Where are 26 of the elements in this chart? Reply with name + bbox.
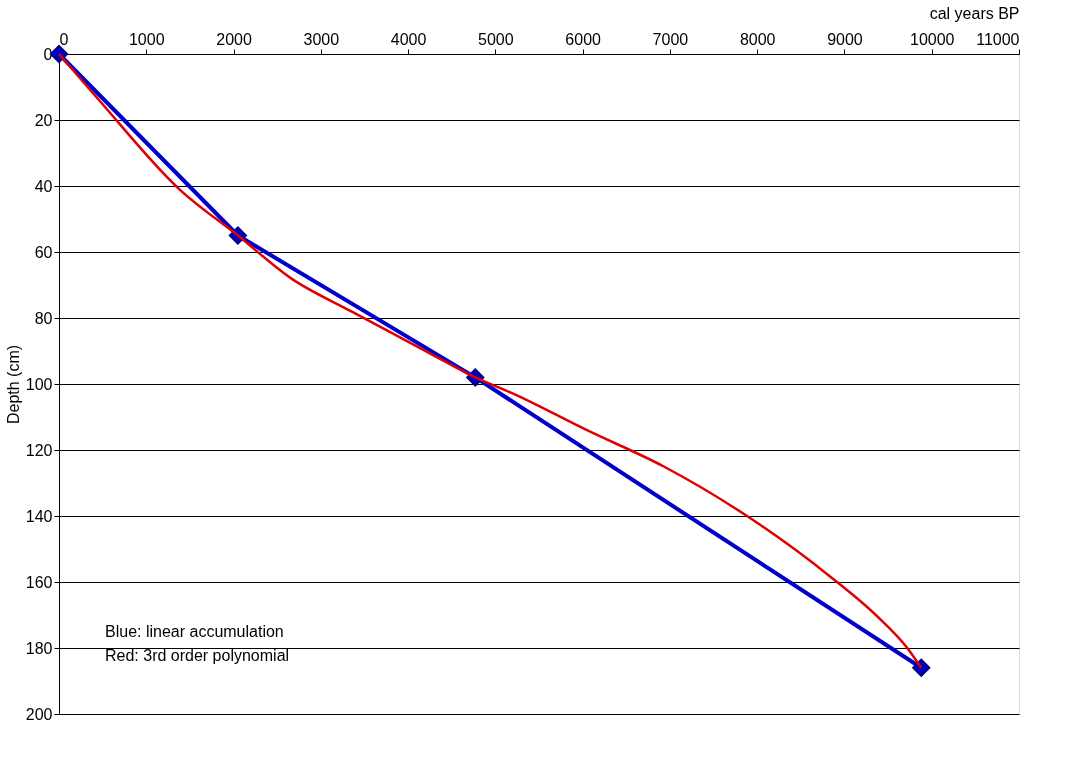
- x-tick-label: 7000: [652, 30, 689, 48]
- x-tick-label: 2000: [216, 30, 252, 48]
- x-tick-label: 6000: [565, 30, 602, 48]
- y-tick-label: 100: [25, 375, 53, 393]
- x-tick-label: 1000: [128, 30, 165, 48]
- y-tick-label: 120: [25, 441, 53, 459]
- y-tick-label: 200: [25, 705, 53, 723]
- y-tick-label: 60: [34, 243, 53, 261]
- y-tick-label: 20: [34, 111, 53, 129]
- x-tick-label: 8000: [739, 30, 776, 48]
- y-tick-label: 0: [43, 45, 53, 63]
- x-tick-label: 9000: [827, 30, 863, 48]
- y-tick-label: 140: [25, 507, 53, 525]
- y-tick-label: 160: [25, 573, 53, 591]
- x-tick-label: 3000: [303, 30, 340, 48]
- x-tick-label: 0: [59, 30, 69, 48]
- y-tick-label: 40: [34, 177, 53, 195]
- y-tick-label: 80: [34, 309, 53, 327]
- x-tick-label: 10000: [909, 30, 955, 48]
- y-axis-title: Depth (cm): [4, 344, 22, 425]
- x-tick-label: 4000: [390, 30, 427, 48]
- annotation: Blue: linear accumulation Red: 3rd order polynomial: [105, 623, 290, 664]
- x-tick-label: 5000: [478, 30, 514, 48]
- x-tick-label: 11000: [976, 30, 1020, 48]
- x-axis-title: cal years BP: [929, 4, 1020, 22]
- y-tick-label: 180: [25, 639, 53, 657]
